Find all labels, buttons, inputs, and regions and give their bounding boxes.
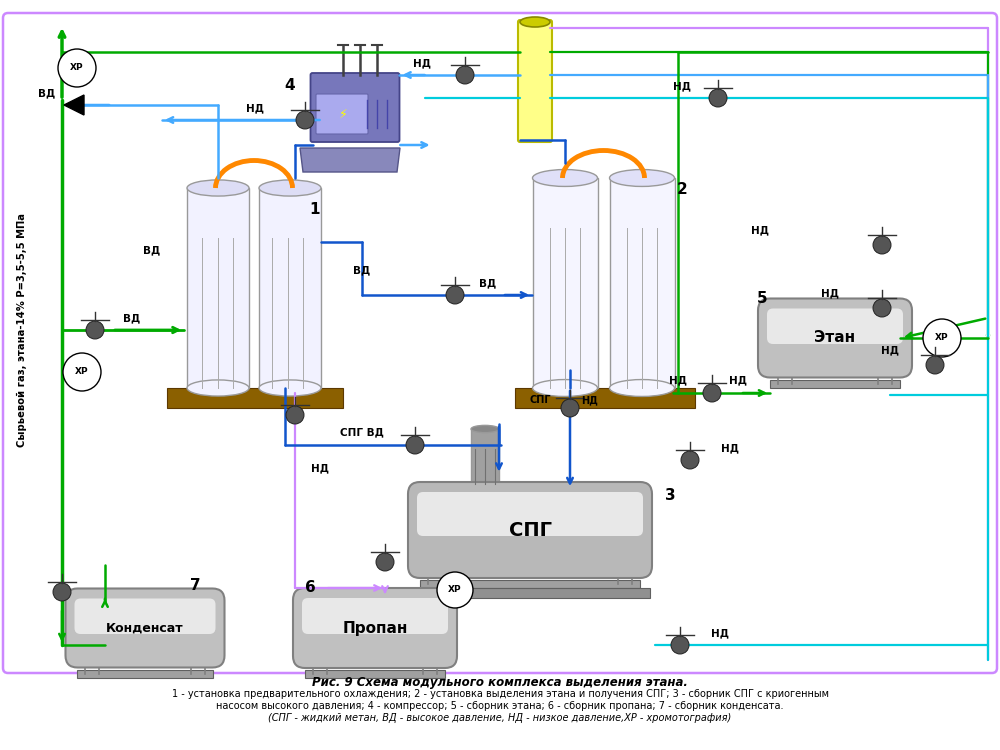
Text: Пропан: Пропан <box>342 620 408 635</box>
Polygon shape <box>64 95 84 115</box>
Text: ХР: ХР <box>70 64 84 73</box>
Circle shape <box>406 436 424 454</box>
Circle shape <box>703 384 721 402</box>
Text: насосом высокого давления; 4 - компрессор; 5 - сборник этана; 6 - сборник пропан: насосом высокого давления; 4 - компрессо… <box>216 701 784 711</box>
Ellipse shape <box>187 180 249 196</box>
FancyBboxPatch shape <box>167 388 342 408</box>
Text: НД: НД <box>821 288 839 298</box>
FancyBboxPatch shape <box>316 94 368 134</box>
FancyBboxPatch shape <box>515 388 695 408</box>
Text: НД: НД <box>673 81 691 91</box>
Text: Этан: Этан <box>814 331 856 346</box>
Text: ХР: ХР <box>448 586 462 595</box>
Ellipse shape <box>610 170 674 187</box>
FancyBboxPatch shape <box>302 598 448 634</box>
Text: НД: НД <box>669 375 687 385</box>
Circle shape <box>58 49 96 87</box>
Text: 1: 1 <box>310 202 320 217</box>
Circle shape <box>873 299 891 317</box>
Text: НД: НД <box>721 443 739 453</box>
Ellipse shape <box>471 490 499 498</box>
Text: 2: 2 <box>677 182 687 197</box>
FancyBboxPatch shape <box>65 589 224 668</box>
Circle shape <box>926 356 944 374</box>
Text: ВД: ВД <box>143 245 161 255</box>
Circle shape <box>376 553 394 571</box>
Polygon shape <box>187 188 249 388</box>
Circle shape <box>873 236 891 254</box>
FancyBboxPatch shape <box>417 492 643 536</box>
Text: НД: НД <box>711 628 729 638</box>
Circle shape <box>681 451 699 469</box>
Text: НД: НД <box>729 375 747 385</box>
Text: ХР: ХР <box>75 368 89 376</box>
FancyBboxPatch shape <box>518 20 552 142</box>
Circle shape <box>296 111 314 129</box>
Circle shape <box>923 319 961 357</box>
Text: 1 - установка предварительного охлаждения; 2 - установка выделения этана и получ: 1 - установка предварительного охлаждени… <box>172 689 828 699</box>
Text: НД: НД <box>751 225 769 235</box>
Text: СПГ: СПГ <box>529 395 551 405</box>
Ellipse shape <box>610 380 674 397</box>
Text: НД: НД <box>246 103 264 113</box>
Text: НД: НД <box>413 58 431 68</box>
Ellipse shape <box>532 170 598 187</box>
Polygon shape <box>259 188 321 388</box>
Text: ВД: ВД <box>479 278 497 288</box>
Polygon shape <box>610 178 674 388</box>
FancyBboxPatch shape <box>767 308 903 344</box>
Text: (СПГ - жидкий метан, ВД - высокое давление, НД - низкое давление,ХР - хромотогра: (СПГ - жидкий метан, ВД - высокое давлен… <box>268 713 732 723</box>
Text: ⚡: ⚡ <box>339 107 347 121</box>
Circle shape <box>446 286 464 304</box>
Text: ВД: ВД <box>123 313 141 323</box>
Ellipse shape <box>187 380 249 396</box>
Circle shape <box>86 321 104 339</box>
Text: 5: 5 <box>757 290 767 305</box>
Text: НД: НД <box>881 345 899 355</box>
Circle shape <box>709 89 727 107</box>
Polygon shape <box>532 178 598 388</box>
FancyBboxPatch shape <box>74 598 216 634</box>
Text: НД: НД <box>582 395 598 405</box>
Text: 3: 3 <box>665 488 675 502</box>
FancyBboxPatch shape <box>410 588 650 598</box>
Circle shape <box>63 353 101 391</box>
Circle shape <box>561 399 579 417</box>
FancyBboxPatch shape <box>420 580 640 588</box>
Text: 7: 7 <box>190 578 200 592</box>
Text: ВД: ВД <box>38 88 56 98</box>
Text: НД: НД <box>311 463 329 473</box>
Text: Сырьевой газ, этана-14% P=3,5-5,5 МПа: Сырьевой газ, этана-14% P=3,5-5,5 МПа <box>17 213 27 447</box>
Text: 6: 6 <box>305 580 315 596</box>
Ellipse shape <box>259 380 321 396</box>
Text: ВД: ВД <box>353 265 371 275</box>
Polygon shape <box>471 429 499 494</box>
Circle shape <box>53 583 71 601</box>
FancyBboxPatch shape <box>770 380 900 388</box>
Ellipse shape <box>471 425 499 433</box>
FancyBboxPatch shape <box>408 482 652 578</box>
Ellipse shape <box>532 380 598 397</box>
Polygon shape <box>300 148 400 172</box>
FancyBboxPatch shape <box>758 298 912 377</box>
Circle shape <box>286 406 304 424</box>
Text: Конденсат: Конденсат <box>106 622 184 634</box>
Text: Рис. 9 Схема модульного комплекса выделения этана.: Рис. 9 Схема модульного комплекса выделе… <box>312 676 688 689</box>
Circle shape <box>437 572 473 608</box>
Text: 4: 4 <box>285 77 295 92</box>
Text: СПГ: СПГ <box>509 520 552 539</box>
FancyBboxPatch shape <box>293 588 457 668</box>
Text: ХР: ХР <box>935 334 949 343</box>
FancyBboxPatch shape <box>310 73 400 142</box>
Circle shape <box>671 636 689 654</box>
FancyBboxPatch shape <box>77 670 212 677</box>
Ellipse shape <box>520 17 550 27</box>
Circle shape <box>456 66 474 84</box>
Text: СПГ ВД: СПГ ВД <box>340 427 384 437</box>
Ellipse shape <box>259 180 321 196</box>
FancyBboxPatch shape <box>305 670 445 678</box>
